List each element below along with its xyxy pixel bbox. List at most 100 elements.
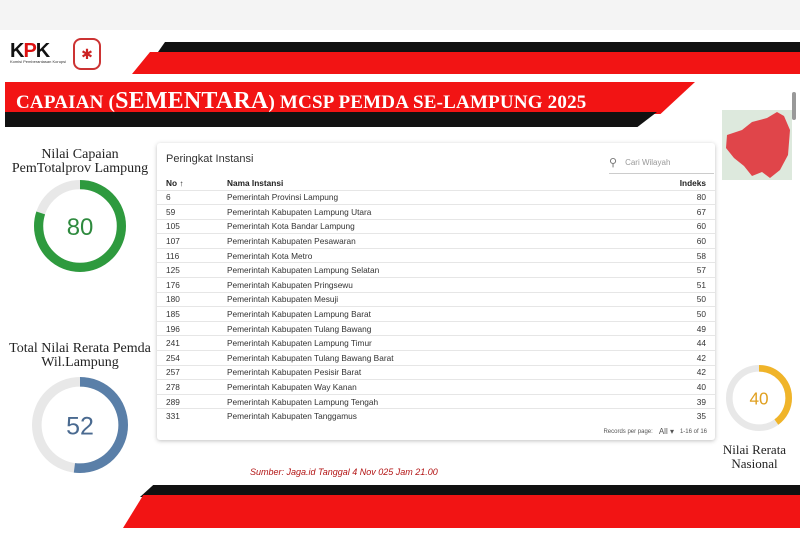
table-row[interactable]: 254 Pemerintah Kabupaten Tulang Bawang Ba… xyxy=(157,350,715,366)
cell-indeks: 42 xyxy=(629,350,715,366)
cell-rank: 241 xyxy=(157,335,227,351)
cell-instansi: Pemerintah Kabupaten Way Kanan xyxy=(227,379,630,395)
cell-indeks: 51 xyxy=(629,277,715,293)
cell-rank: 254 xyxy=(157,350,227,366)
table-row[interactable]: 185 Pemerintah Kabupaten Lampung Barat 50 xyxy=(157,306,715,322)
cell-rank: 278 xyxy=(157,379,227,395)
seal-logo: ✱ xyxy=(73,38,101,70)
title-banner-stripe xyxy=(5,112,657,127)
gauge-fill xyxy=(34,180,126,272)
cell-indeks: 67 xyxy=(629,204,715,220)
cell-instansi: Pemerintah Kabupaten Lampung Barat xyxy=(227,306,630,322)
cell-instansi: Pemerintah Kabupaten Lampung Selatan xyxy=(227,262,630,278)
cell-instansi: Pemerintah Kabupaten Tanggamus xyxy=(227,408,630,424)
table-row[interactable]: 125 Pemerintah Kabupaten Lampung Selatan 5… xyxy=(157,262,715,278)
title-part: SEMENTARA xyxy=(115,88,269,114)
records-per-page-select[interactable]: All ▾ xyxy=(658,427,674,436)
cell-rank: 6 xyxy=(157,189,227,205)
table-row[interactable]: 107 Pemerintah Kabupaten Pesawaran 60 xyxy=(157,233,715,249)
title-part: CAPAIAN ( xyxy=(16,92,116,113)
gauge-value: 80 xyxy=(67,214,94,241)
ranking-table: No ↑ Nama Instansi Indeks 6 Pemerintah Pr… xyxy=(157,177,715,424)
gauge-label-national: Nilai Rerata Nasional xyxy=(722,442,787,471)
cell-instansi: Pemerintah Kabupaten Tulang Bawang xyxy=(227,320,630,336)
cell-indeks: 80 xyxy=(629,189,715,205)
gauge-fill xyxy=(32,377,128,473)
cell-indeks: 35 xyxy=(629,408,715,424)
search-input[interactable]: ⚲ Cari Wilayah xyxy=(609,152,714,174)
cell-rank: 331 xyxy=(157,408,227,424)
cell-indeks: 50 xyxy=(629,306,715,322)
cell-rank: 59 xyxy=(157,204,227,220)
records-value: All xyxy=(658,427,668,436)
cell-instansi: Pemerintah Kabupaten Lampung Tengah xyxy=(227,393,630,409)
gauge-label-prov: Nilai Capaian PemTotalprov Lampung xyxy=(11,147,149,176)
footer-stripe-black xyxy=(140,485,800,497)
cell-instansi: Pemerintah Kabupaten Tulang Bawang Barat xyxy=(227,350,630,366)
gauge-fill xyxy=(726,365,792,431)
gauge-pemda: 52 xyxy=(32,377,128,473)
gauge-prov: 80 xyxy=(34,180,126,272)
cell-indeks: 60 xyxy=(629,218,715,234)
cell-rank: 116 xyxy=(157,247,227,263)
table-row[interactable]: 105 Pemerintah Kota Bandar Lampung 60 xyxy=(157,218,715,234)
lampung-map xyxy=(722,110,792,180)
cell-instansi: Pemerintah Kabupaten Pringsewu xyxy=(227,277,630,293)
cell-rank: 185 xyxy=(157,306,227,322)
table-row[interactable]: 241 Pemerintah Kabupaten Lampung Timur 44 xyxy=(157,335,715,351)
table-row[interactable]: 278 Pemerintah Kabupaten Way Kanan 40 xyxy=(157,379,715,395)
table-title: Peringkat Instansi xyxy=(166,153,254,165)
title-part: ) MCSP PEMDA SE-LAMPUNG 2025 xyxy=(268,92,587,113)
records-label: Records per page: xyxy=(603,428,653,435)
cell-rank: 107 xyxy=(157,233,227,249)
cell-indeks: 58 xyxy=(629,247,715,263)
cell-instansi: Pemerintah Kabupaten Mesuji xyxy=(227,291,630,307)
table-row[interactable]: 6 Pemerintah Provinsi Lampung 80 xyxy=(157,189,715,205)
cell-indeks: 40 xyxy=(629,379,715,395)
pagination: Records per page: All ▾ 1-16 of 16 xyxy=(603,427,707,436)
cell-indeks: 44 xyxy=(629,335,715,351)
cell-indeks: 60 xyxy=(629,233,715,249)
table-row[interactable]: 289 Pemerintah Kabupaten Lampung Tengah 39 xyxy=(157,393,715,409)
gauge-national: 40 xyxy=(726,365,792,431)
table-row[interactable]: 59 Pemerintah Kabupaten Lampung Utara 67 xyxy=(157,204,715,220)
kpk-logo-subtitle: Komisi Pemberantasan Korupsi xyxy=(10,59,67,64)
cell-instansi: Pemerintah Kabupaten Lampung Utara xyxy=(227,204,630,220)
table-row[interactable]: 257 Pemerintah Kabupaten Pesisir Barat 42 xyxy=(157,364,715,380)
cell-rank: 196 xyxy=(157,320,227,336)
table-row[interactable]: 116 Pemerintah Kota Metro 58 xyxy=(157,247,715,263)
title-banner xyxy=(5,82,695,114)
cell-rank: 180 xyxy=(157,291,227,307)
column-header-no[interactable]: No ↑ xyxy=(166,178,184,189)
cell-rank: 257 xyxy=(157,364,227,380)
cell-instansi: Pemerintah Kota Metro xyxy=(227,247,630,263)
column-header-name[interactable]: Nama Instansi xyxy=(227,178,284,189)
cell-rank: 125 xyxy=(157,262,227,278)
source-note: Sumber: Jaga.id Tanggal 4 Nov 025 Jam 21… xyxy=(250,467,438,477)
page-title: CAPAIAN (SEMENTARA) MCSP PEMDA SE-LAMPUN… xyxy=(16,88,587,115)
cell-instansi: Pemerintah Kota Bandar Lampung xyxy=(227,218,630,234)
search-placeholder: Cari Wilayah xyxy=(625,158,671,167)
cell-rank: 289 xyxy=(157,393,227,409)
gauge-value: 52 xyxy=(66,413,94,441)
table-row[interactable]: 176 Pemerintah Kabupaten Pringsewu 51 xyxy=(157,277,715,293)
search-icon: ⚲ xyxy=(609,157,618,169)
cell-instansi: Pemerintah Provinsi Lampung xyxy=(227,189,630,205)
cell-instansi: Pemerintah Kabupaten Pesisir Barat xyxy=(227,364,630,380)
gauge-label-pemda: Total Nilai Rerata Pemda Wil.Lampung xyxy=(9,341,151,370)
table-row[interactable]: 180 Pemerintah Kabupaten Mesuji 50 xyxy=(157,291,715,307)
cell-indeks: 50 xyxy=(629,291,715,307)
cell-indeks: 57 xyxy=(629,262,715,278)
cell-indeks: 49 xyxy=(629,320,715,336)
cell-instansi: Pemerintah Kabupaten Lampung Timur xyxy=(227,335,630,351)
column-header-index[interactable]: Indeks xyxy=(679,178,706,189)
gauge-value: 40 xyxy=(749,389,768,409)
cell-rank: 176 xyxy=(157,277,227,293)
scrollbar[interactable] xyxy=(792,92,796,120)
table-row[interactable]: 331 Pemerintah Kabupaten Tanggamus 35 xyxy=(157,408,715,424)
cell-indeks: 39 xyxy=(629,393,715,409)
cell-rank: 105 xyxy=(157,218,227,234)
kpk-logo: KPK xyxy=(10,40,50,62)
records-range: 1-16 of 16 xyxy=(679,428,707,435)
table-row[interactable]: 196 Pemerintah Kabupaten Tulang Bawang 49 xyxy=(157,320,715,336)
